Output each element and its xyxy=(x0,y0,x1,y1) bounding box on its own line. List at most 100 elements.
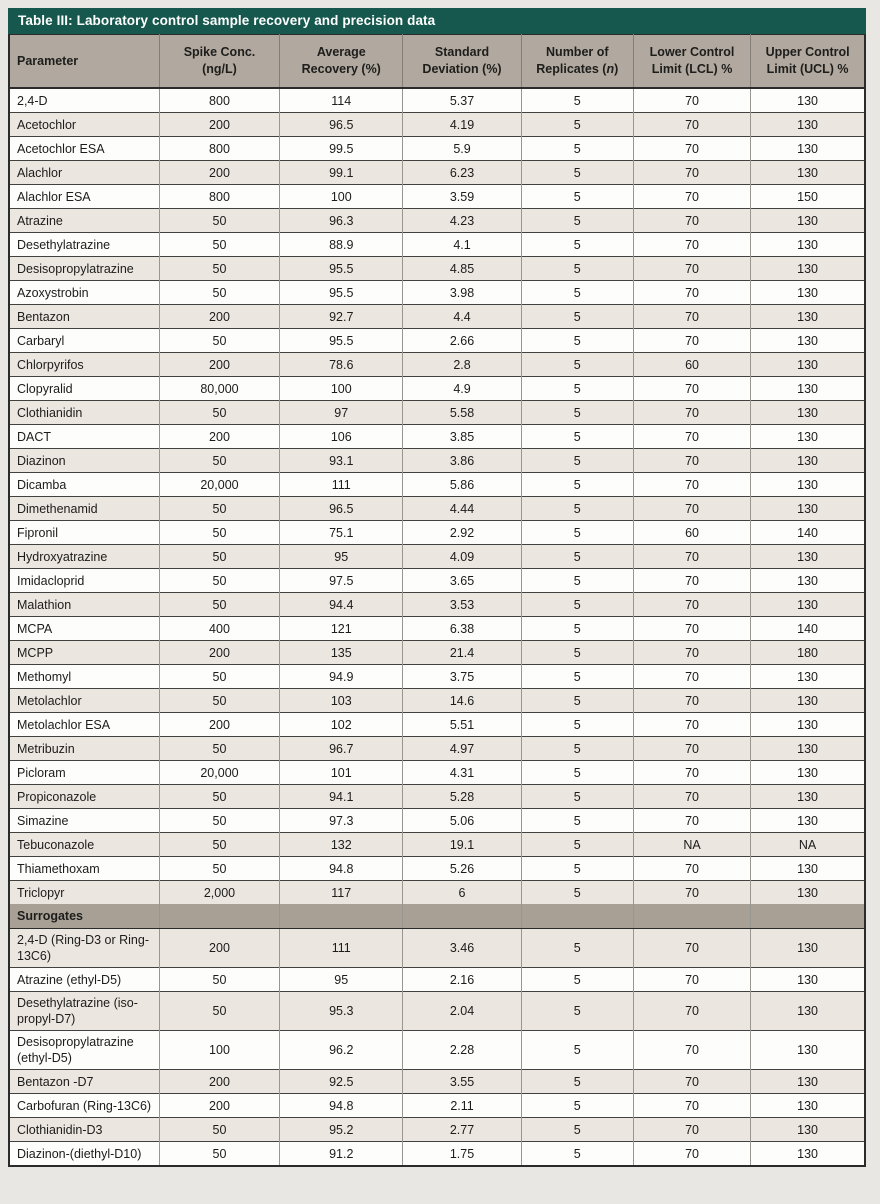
section-empty-cell xyxy=(520,904,634,929)
table-row: Picloram 20,000 101 4.31 5 70 130 xyxy=(9,760,865,785)
value-cell: 50 xyxy=(158,232,280,257)
value-cell: 70 xyxy=(632,856,751,881)
section-empty-cell xyxy=(402,904,522,929)
table-row: Imidacloprid 50 97.5 3.65 5 70 130 xyxy=(9,568,865,593)
value-cell: 2.66 xyxy=(402,328,522,353)
value-cell: 94.1 xyxy=(279,784,403,809)
parameter-cell: Clothianidin xyxy=(9,400,160,425)
value-cell: 100 xyxy=(158,1030,280,1070)
value-cell: 5 xyxy=(520,832,634,857)
column-header-average-recovery: Average Recovery (%) xyxy=(279,34,403,89)
parameter-cell: Desisopropylatrazine xyxy=(9,256,160,281)
value-cell: 60 xyxy=(632,352,751,377)
column-header-lcl: Lower Control Limit (LCL) % xyxy=(632,34,751,89)
parameter-cell: Imidacloprid xyxy=(9,568,160,593)
value-cell: 130 xyxy=(750,400,865,425)
value-cell: 20,000 xyxy=(158,472,280,497)
table-row: Atrazine 50 96.3 4.23 5 70 130 xyxy=(9,208,865,233)
value-cell: 800 xyxy=(158,88,280,113)
value-cell: 5 xyxy=(520,1141,634,1166)
value-cell: 50 xyxy=(158,400,280,425)
value-cell: 70 xyxy=(632,208,751,233)
value-cell: 2.11 xyxy=(402,1093,522,1118)
parameter-cell: Hydroxyatrazine xyxy=(9,544,160,569)
value-cell: 180 xyxy=(750,640,865,665)
section-empty-cell xyxy=(632,904,751,929)
parameter-cell: Bentazon xyxy=(9,304,160,329)
value-cell: 800 xyxy=(158,136,280,161)
value-cell: 70 xyxy=(632,496,751,521)
parameter-cell: MCPA xyxy=(9,616,160,641)
value-cell: 200 xyxy=(158,352,280,377)
parameter-cell: Triclopyr xyxy=(9,880,160,904)
value-cell: 117 xyxy=(279,880,403,904)
parameter-cell: Tebuconazole xyxy=(9,832,160,857)
value-cell: 70 xyxy=(632,376,751,401)
table-row: Clothianidin 50 97 5.58 5 70 130 xyxy=(9,400,865,425)
value-cell: 130 xyxy=(750,760,865,785)
table-row: Triclopyr 2,000 117 6 5 70 130 xyxy=(9,880,865,904)
value-cell: 5 xyxy=(520,784,634,809)
value-cell: 70 xyxy=(632,184,751,209)
value-cell: 130 xyxy=(750,967,865,992)
value-cell: 130 xyxy=(750,712,865,737)
value-cell: 5 xyxy=(520,856,634,881)
value-cell: 5.06 xyxy=(402,808,522,833)
value-cell: 50 xyxy=(158,1117,280,1142)
value-cell: 130 xyxy=(750,424,865,449)
value-cell: 97 xyxy=(279,400,403,425)
value-cell: 96.5 xyxy=(279,112,403,137)
column-header-label: Upper Control xyxy=(765,45,850,59)
table-row: Methomyl 50 94.9 3.75 5 70 130 xyxy=(9,664,865,689)
value-cell: 3.98 xyxy=(402,280,522,305)
table-row: Alachlor 200 99.1 6.23 5 70 130 xyxy=(9,160,865,185)
value-cell: 130 xyxy=(750,160,865,185)
value-cell: 130 xyxy=(750,496,865,521)
value-cell: 3.75 xyxy=(402,664,522,689)
value-cell: 130 xyxy=(750,88,865,113)
value-cell: 5 xyxy=(520,496,634,521)
value-cell: 70 xyxy=(632,136,751,161)
surrogates-header-row: Surrogates xyxy=(9,904,865,929)
value-cell: 5 xyxy=(520,232,634,257)
value-cell: 70 xyxy=(632,640,751,665)
value-cell: 70 xyxy=(632,448,751,473)
table-row: Fipronil 50 75.1 2.92 5 60 140 xyxy=(9,520,865,545)
table-row: Bentazon 200 92.7 4.4 5 70 130 xyxy=(9,304,865,329)
value-cell: 5 xyxy=(520,160,634,185)
value-cell: 130 xyxy=(750,136,865,161)
value-cell: 4.9 xyxy=(402,376,522,401)
value-cell: 200 xyxy=(158,304,280,329)
table-row: Malathion 50 94.4 3.53 5 70 130 xyxy=(9,592,865,617)
section-empty-cell xyxy=(279,904,403,929)
value-cell: 5 xyxy=(520,991,634,1031)
value-cell: 130 xyxy=(750,352,865,377)
value-cell: 50 xyxy=(158,328,280,353)
value-cell: 96.7 xyxy=(279,736,403,761)
value-cell: 70 xyxy=(632,304,751,329)
value-cell: 50 xyxy=(158,856,280,881)
value-cell: 5 xyxy=(520,520,634,545)
table-row: Alachlor ESA 800 100 3.59 5 70 150 xyxy=(9,184,865,209)
value-cell: 6.23 xyxy=(402,160,522,185)
parameter-cell: Carbofuran (Ring-13C6) xyxy=(9,1093,160,1118)
value-cell: 95 xyxy=(279,544,403,569)
column-header-label: Limit (UCL) % xyxy=(766,62,849,76)
value-cell: NA xyxy=(632,832,751,857)
parameter-cell: Diazinon-(diethyl-D10) xyxy=(9,1141,160,1166)
column-header-parameter: Parameter xyxy=(9,34,160,89)
value-cell: 130 xyxy=(750,1117,865,1142)
value-cell: NA xyxy=(750,832,865,857)
column-header-label: Lower Control xyxy=(649,45,735,59)
value-cell: 70 xyxy=(632,736,751,761)
value-cell: 111 xyxy=(279,928,403,968)
column-header-ucl: Upper Control Limit (UCL) % xyxy=(750,34,865,89)
value-cell: 96.3 xyxy=(279,208,403,233)
value-cell: 800 xyxy=(158,184,280,209)
value-cell: 150 xyxy=(750,184,865,209)
value-cell: 5 xyxy=(520,1117,634,1142)
value-cell: 95.2 xyxy=(279,1117,403,1142)
value-cell: 200 xyxy=(158,160,280,185)
value-cell: 103 xyxy=(279,688,403,713)
value-cell: 5 xyxy=(520,424,634,449)
